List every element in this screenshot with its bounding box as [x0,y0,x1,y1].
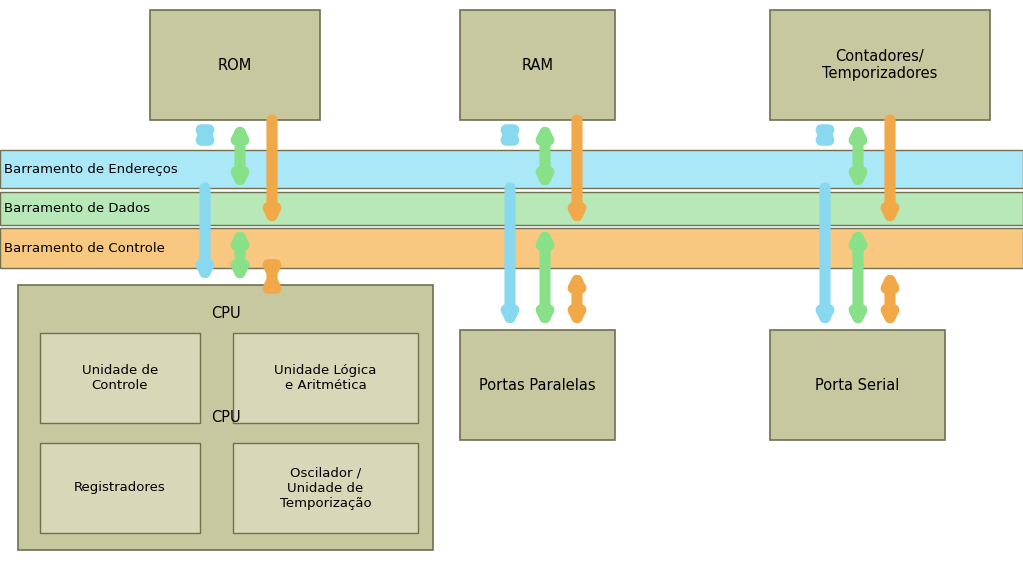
Bar [460,330,615,440]
Text: Barramento de Endereços: Barramento de Endereços [4,163,178,176]
Bar [0,228,1023,268]
Text: Barramento de Dados: Barramento de Dados [4,202,150,215]
Text: ROM: ROM [218,58,252,72]
Text: Registradores: Registradores [74,481,166,494]
Bar [233,333,418,423]
Text: Contadores/
Temporizadores: Contadores/ Temporizadores [822,49,938,81]
Bar [0,192,1023,225]
Text: Barramento de Controle: Barramento de Controle [4,241,165,254]
Text: Portas Paralelas: Portas Paralelas [479,377,595,393]
Bar [233,443,418,533]
Bar [40,333,201,423]
Bar [460,10,615,120]
Bar [0,150,1023,188]
Text: Unidade Lógica
e Aritmética: Unidade Lógica e Aritmética [274,364,376,392]
Text: Unidade de
Controle: Unidade de Controle [82,364,159,392]
Bar [770,10,990,120]
Bar [18,285,433,550]
Text: Porta Serial: Porta Serial [815,377,899,393]
Bar [150,10,320,120]
Text: RAM: RAM [522,58,553,72]
Text: CPU: CPU [211,410,240,425]
Bar [40,443,201,533]
Text: Oscilador /
Unidade de
Temporização: Oscilador / Unidade de Temporização [279,467,371,510]
Bar [770,330,945,440]
Text: CPU: CPU [211,306,240,320]
